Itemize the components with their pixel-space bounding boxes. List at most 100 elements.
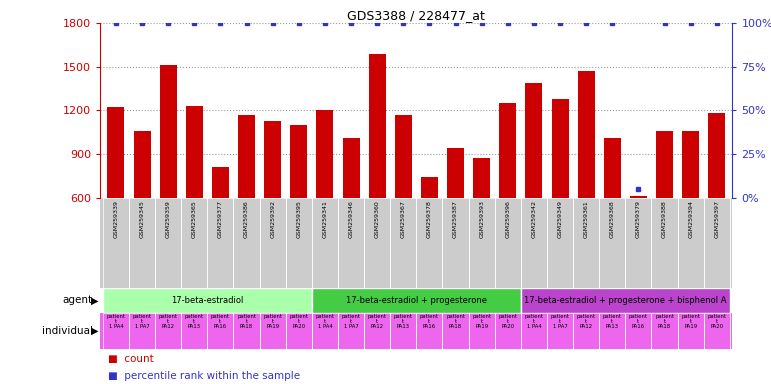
Bar (525, 83, 542, 285)
Text: individual: individual (42, 326, 93, 336)
Text: GSM259379: GSM259379 (636, 200, 641, 238)
Bar (364, 198, 390, 288)
Text: GSM259368: GSM259368 (610, 200, 614, 238)
Bar (129, 198, 155, 288)
Bar (311, 198, 338, 288)
Bar (416, 198, 443, 288)
Text: patient
t
PA13: patient t PA13 (185, 314, 204, 329)
Text: GSM259394: GSM259394 (689, 200, 693, 238)
Bar (260, 198, 286, 288)
Bar (103, 288, 311, 313)
Text: 17-beta-estradiol + progesterone + bisphenol A: 17-beta-estradiol + progesterone + bisph… (524, 296, 726, 305)
Bar (234, 313, 260, 349)
Bar (573, 198, 599, 288)
Bar (186, 106, 203, 285)
Bar (264, 121, 281, 285)
Bar (286, 313, 311, 349)
Text: 17-beta-estradiol + progesterone: 17-beta-estradiol + progesterone (346, 296, 487, 305)
Bar (443, 198, 469, 288)
Text: ▶: ▶ (91, 326, 99, 336)
Bar (678, 313, 704, 349)
Bar (625, 198, 651, 288)
Bar (207, 198, 234, 288)
Text: GSM259346: GSM259346 (348, 200, 354, 238)
Text: GSM259393: GSM259393 (479, 200, 484, 238)
Bar (369, 54, 386, 285)
Text: GSM259392: GSM259392 (270, 200, 275, 238)
Bar (207, 313, 234, 349)
Bar (577, 71, 594, 285)
Bar (547, 313, 573, 349)
Text: GSM259365: GSM259365 (192, 200, 197, 238)
Text: patient
t
PA19: patient t PA19 (681, 314, 700, 329)
Text: GSM259339: GSM259339 (113, 200, 119, 238)
Text: GSM259359: GSM259359 (166, 200, 170, 238)
Bar (395, 115, 412, 285)
Bar (651, 198, 678, 288)
Bar (103, 313, 129, 349)
Bar (625, 313, 651, 349)
Text: GSM259345: GSM259345 (140, 200, 144, 238)
Bar (473, 158, 490, 285)
Bar (704, 198, 730, 288)
Bar (495, 313, 521, 349)
Bar (311, 313, 338, 349)
Text: GSM259360: GSM259360 (375, 200, 379, 238)
Bar (599, 313, 625, 349)
Bar (212, 167, 229, 285)
Bar (181, 313, 207, 349)
Text: GSM259341: GSM259341 (322, 200, 328, 238)
Bar (443, 313, 469, 349)
Text: GSM259361: GSM259361 (584, 200, 588, 238)
Text: ■  count: ■ count (108, 354, 153, 364)
Text: patient
t
PA12: patient t PA12 (368, 314, 386, 329)
Bar (234, 198, 260, 288)
Text: GSM259342: GSM259342 (531, 200, 537, 238)
Text: patient
t
1 PA7: patient t 1 PA7 (133, 314, 152, 329)
Text: 17-beta-estradiol: 17-beta-estradiol (171, 296, 244, 305)
Text: patient
t
PA16: patient t PA16 (629, 314, 648, 329)
Text: GSM259349: GSM259349 (557, 200, 563, 238)
Bar (678, 198, 704, 288)
Text: ▶: ▶ (91, 295, 99, 306)
Text: GSM259397: GSM259397 (714, 200, 719, 238)
Bar (521, 198, 547, 288)
Bar (103, 198, 129, 288)
Text: ■  percentile rank within the sample: ■ percentile rank within the sample (108, 371, 300, 381)
Bar (469, 198, 495, 288)
Bar (656, 131, 673, 285)
Text: GSM259378: GSM259378 (427, 200, 432, 238)
Bar (364, 313, 390, 349)
Bar (469, 313, 495, 349)
Bar (390, 198, 416, 288)
Bar (133, 131, 150, 285)
Text: GSM259377: GSM259377 (218, 200, 223, 238)
Bar (651, 313, 678, 349)
Bar (238, 115, 255, 285)
Text: patient
t
PA16: patient t PA16 (211, 314, 230, 329)
Text: patient
t
1 PA4: patient t 1 PA4 (524, 314, 544, 329)
Text: patient
t
PA19: patient t PA19 (263, 314, 282, 329)
Bar (416, 313, 443, 349)
Bar (521, 288, 730, 313)
Text: patient
t
PA18: patient t PA18 (655, 314, 674, 329)
Text: GSM259396: GSM259396 (505, 200, 510, 238)
Bar (181, 198, 207, 288)
Text: patient
t
PA19: patient t PA19 (472, 314, 491, 329)
Bar (521, 313, 547, 349)
Bar (155, 198, 181, 288)
Text: patient
t
1 PA4: patient t 1 PA4 (315, 314, 335, 329)
Title: GDS3388 / 228477_at: GDS3388 / 228477_at (348, 9, 485, 22)
Bar (573, 313, 599, 349)
Bar (421, 177, 438, 285)
Bar (107, 108, 124, 285)
Bar (682, 131, 699, 285)
Bar (551, 99, 568, 285)
Bar (129, 313, 155, 349)
Bar (709, 113, 726, 285)
Bar (160, 65, 177, 285)
Text: patient
t
1 PA4: patient t 1 PA4 (106, 314, 126, 329)
Bar (447, 148, 464, 285)
Bar (599, 198, 625, 288)
Bar (291, 125, 308, 285)
